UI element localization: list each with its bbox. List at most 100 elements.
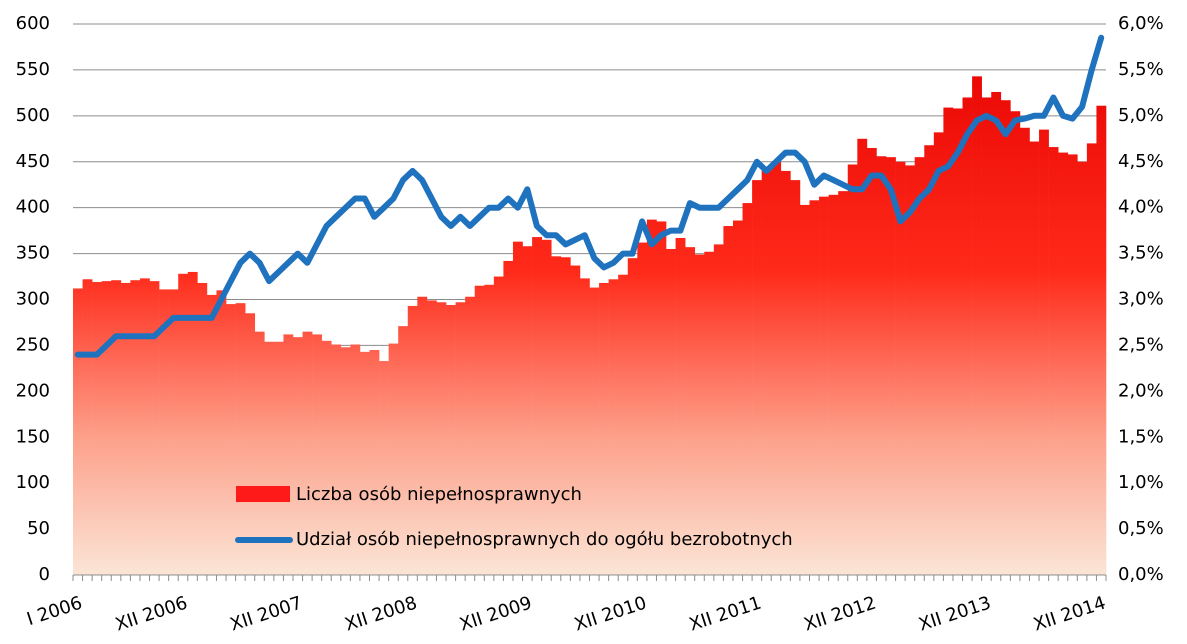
bar [886, 157, 896, 576]
bar [82, 279, 93, 575]
line [74, 34, 1105, 358]
bar [838, 191, 849, 576]
bar [933, 132, 944, 575]
bar [541, 239, 552, 575]
bar [503, 260, 514, 575]
bar [666, 248, 676, 575]
bar [139, 278, 150, 575]
bar [522, 246, 533, 575]
bar [73, 288, 83, 575]
bar [101, 281, 112, 575]
bar [426, 300, 437, 575]
bar [407, 305, 418, 575]
bar [866, 147, 877, 575]
bar [732, 220, 743, 576]
bar [943, 107, 954, 576]
bar [254, 331, 265, 575]
bar [1077, 161, 1088, 575]
y-tick-label: 600 [16, 13, 50, 34]
bar [694, 254, 705, 576]
bar [197, 282, 208, 575]
y2-tick-label: 2,5% [1118, 334, 1164, 355]
bar [646, 219, 657, 576]
bar [484, 284, 495, 575]
bar [972, 76, 982, 575]
y-tick-label: 50 [27, 518, 50, 539]
y-tick-label: 100 [16, 472, 50, 493]
bar [618, 274, 629, 575]
bar [924, 145, 935, 575]
bar [369, 350, 380, 575]
bar [1067, 154, 1078, 576]
bar [206, 294, 217, 575]
bar [608, 279, 619, 575]
legend-label: Liczba osób niepełnosprawnych [296, 484, 582, 505]
y2-tick-label: 3,0% [1118, 289, 1164, 310]
bar [359, 351, 370, 575]
bar [187, 271, 198, 575]
bar [1048, 147, 1059, 575]
bar [656, 221, 667, 576]
bar [465, 296, 476, 575]
bar [627, 258, 638, 575]
y2-tick-label: 3,5% [1118, 243, 1164, 264]
bar [914, 157, 925, 576]
bar [952, 108, 963, 575]
y2-tick-label: 5,5% [1118, 59, 1164, 80]
bar [790, 180, 801, 575]
bar [446, 305, 456, 575]
x-tick-label: I 2006 [24, 593, 85, 631]
bar [685, 247, 696, 575]
bar [493, 276, 504, 575]
bar [292, 337, 303, 575]
y-tick-label: 0 [39, 564, 50, 585]
bar [799, 204, 810, 575]
bar [283, 334, 294, 575]
bar [599, 282, 609, 575]
y-tick-label: 550 [16, 59, 50, 80]
bar [512, 241, 523, 575]
legend-label: Udział osób niepełnosprawnych do ogółu b… [296, 529, 793, 550]
bar [312, 334, 322, 575]
y2-tick-label: 4,0% [1118, 197, 1164, 218]
bar [130, 280, 141, 575]
bar [780, 170, 791, 575]
y2-tick-label: 6,0% [1118, 13, 1164, 34]
bar [379, 361, 389, 575]
y-tick-label: 300 [16, 289, 50, 310]
y-tick-label: 400 [16, 197, 50, 218]
bar [398, 326, 409, 575]
bar [388, 343, 399, 575]
bar [226, 304, 236, 575]
bar [1010, 111, 1021, 575]
y-tick-label: 450 [16, 151, 50, 172]
bar [551, 256, 562, 575]
bar [857, 138, 868, 575]
bar [675, 237, 686, 575]
bar [876, 156, 887, 576]
bar [819, 196, 829, 575]
y2-tick-label: 1,0% [1118, 472, 1164, 493]
y-tick-label: 350 [16, 243, 50, 264]
bar [1086, 143, 1097, 575]
bar [1058, 152, 1069, 576]
y2-tick-label: 0,0% [1118, 564, 1164, 585]
bar [704, 251, 715, 575]
bar [302, 331, 313, 575]
bar [570, 265, 581, 575]
bar [168, 289, 179, 575]
y2-tick-label: 1,5% [1118, 426, 1164, 447]
bar [905, 165, 916, 575]
bar [474, 285, 485, 575]
y2-tick-label: 4,5% [1118, 151, 1164, 172]
bar [752, 180, 762, 575]
bar [178, 273, 189, 575]
bar [245, 313, 256, 575]
bar [847, 164, 858, 575]
y2-tick-label: 5,0% [1118, 105, 1164, 126]
bar [771, 161, 782, 575]
y-tick-label: 500 [16, 105, 50, 126]
x-tick-label: XII 2011 [687, 593, 764, 636]
legend-swatch [236, 486, 290, 502]
